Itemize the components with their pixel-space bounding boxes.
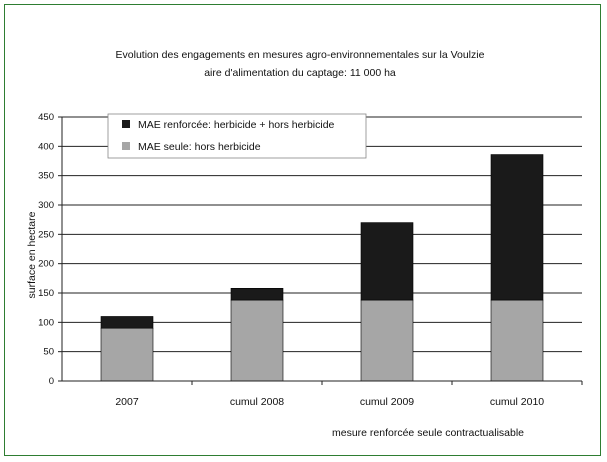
y-tick-label: 50 [43, 347, 54, 358]
bar-segment [360, 222, 414, 301]
y-axis-label: surface en hectare [26, 211, 38, 298]
y-tick-label: 250 [38, 229, 54, 240]
bar-segment [360, 299, 414, 382]
bar-segment [230, 288, 284, 301]
y-tick-label: 400 [38, 141, 54, 152]
x-tick-label: 2007 [115, 396, 139, 408]
x-tick-label: cumul 2009 [360, 396, 414, 408]
chart-title: Evolution des engagements en mesures agr… [116, 49, 485, 61]
legend-box [107, 113, 367, 159]
chart-frame [4, 4, 601, 456]
bar-segment [100, 316, 154, 329]
legend-label: MAE renforcée: herbicide + hors herbicid… [138, 119, 335, 131]
bar-segment [490, 154, 544, 301]
y-tick-label: 450 [38, 112, 54, 123]
y-tick-label: 300 [38, 200, 54, 211]
bar-segment [100, 327, 154, 382]
x-tick-label: cumul 2010 [490, 396, 544, 408]
y-tick-label: 0 [49, 376, 54, 387]
chart-subtitle: aire d'alimentation du captage: 11 000 h… [204, 67, 396, 79]
legend-swatch [122, 120, 130, 128]
legend-swatch [122, 142, 130, 150]
y-tick-label: 350 [38, 171, 54, 182]
y-tick-label: 100 [38, 317, 54, 328]
bar-segment [490, 299, 544, 382]
y-tick-label: 150 [38, 288, 54, 299]
y-tick-label: 200 [38, 259, 54, 270]
x-axis-label: mesure renforcée seule contractualisable [332, 427, 524, 439]
x-tick-label: cumul 2008 [230, 396, 284, 408]
legend-label: MAE seule: hors herbicide [138, 141, 261, 153]
bar-segment [230, 299, 284, 382]
